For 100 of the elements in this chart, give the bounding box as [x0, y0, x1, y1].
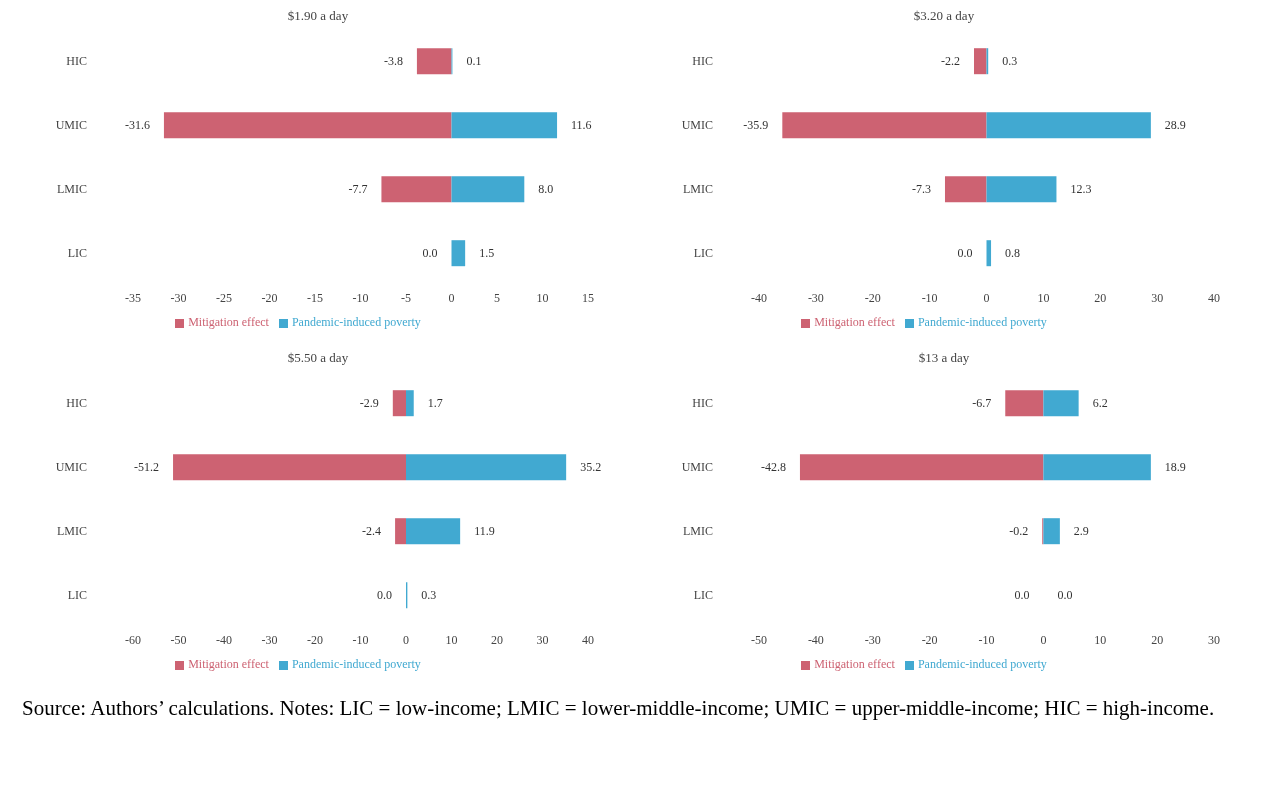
legend-label: Mitigation effect: [814, 657, 895, 671]
source-note: Source: Authors’ calculations. Notes: LIC = low-income; LMIC = lower-middle-income; UMIC = upper-middle-income; HIC = high-income.: [21, 695, 1216, 722]
x-tick-label: 20: [491, 632, 503, 647]
legend-label: Pandemic-induced poverty: [291, 657, 421, 671]
x-tick-label: -10: [921, 290, 938, 305]
data-label: -6.7: [972, 396, 992, 410]
x-tick-label: 40: [1208, 290, 1220, 305]
data-label: 1.7: [427, 396, 443, 410]
x-tick-label: 40: [582, 632, 594, 647]
x-tick-label: 20: [1151, 632, 1164, 647]
x-tick-label: 30: [536, 632, 549, 647]
data-label: -0.2: [1009, 524, 1029, 538]
y-tick-label: UMIC: [681, 460, 713, 475]
y-tick-label: UMIC: [55, 460, 87, 475]
x-tick-label: -10: [352, 632, 369, 647]
data-label: -7.7: [348, 182, 368, 196]
y-tick-label: LIC: [693, 588, 713, 603]
data-label: 8.0: [538, 182, 554, 196]
y-tick-label: LMIC: [683, 182, 713, 197]
x-tick-label: -20: [307, 632, 323, 647]
legend-label: Pandemic-induced poverty: [917, 657, 1047, 671]
x-tick-label: -10: [352, 290, 369, 305]
x-tick-label: -30: [807, 290, 824, 305]
y-tick-label: HIC: [66, 54, 87, 69]
x-tick-label: 5: [494, 290, 500, 305]
y-tick-label: UMIC: [55, 118, 87, 133]
x-tick-label: -10: [978, 632, 995, 647]
data-label: 18.9: [1164, 460, 1186, 474]
x-tick-label: 10: [1037, 290, 1050, 305]
data-label: 0.0: [1014, 588, 1030, 602]
x-tick-label: -35: [125, 290, 141, 305]
data-label: 0.0: [377, 588, 392, 602]
chart-title: $5.50 a day: [286, 350, 350, 366]
y-tick-label: UMIC: [681, 118, 713, 133]
data-label: 0.1: [466, 54, 482, 68]
x-tick-label: -15: [307, 290, 323, 305]
chart-title: $1.90 a day: [286, 8, 350, 24]
x-tick-label: -20: [261, 290, 278, 305]
y-tick-label: LMIC: [57, 182, 87, 197]
x-tick-label: 10: [445, 632, 458, 647]
y-tick-label: LMIC: [57, 524, 87, 539]
y-tick-label: LIC: [67, 588, 87, 603]
data-label: 2.9: [1073, 524, 1089, 538]
y-tick-label: HIC: [692, 54, 713, 69]
data-label: -2.9: [359, 396, 379, 410]
y-tick-label: LIC: [67, 246, 87, 261]
x-tick-label: 0: [983, 290, 990, 305]
data-label: 11.9: [474, 524, 495, 538]
x-tick-label: 30: [1208, 632, 1220, 647]
data-label: -35.9: [743, 118, 769, 132]
x-tick-label: -40: [751, 290, 767, 305]
x-tick-label: -20: [921, 632, 938, 647]
legend-label: Mitigation effect: [814, 315, 895, 329]
x-tick-label: -30: [261, 632, 278, 647]
chart-title: $13 a day: [917, 350, 971, 366]
data-label: 0.3: [421, 588, 437, 602]
data-label: 0.0: [957, 246, 973, 260]
x-tick-label: -60: [125, 632, 141, 647]
data-label: 28.9: [1164, 118, 1186, 132]
x-tick-label: 30: [1151, 290, 1164, 305]
data-label: 12.3: [1070, 182, 1092, 196]
data-label: 1.5: [479, 246, 495, 260]
data-label: -31.6: [124, 118, 150, 132]
legend-label: Mitigation effect: [188, 657, 269, 671]
data-label: 11.6: [571, 118, 592, 132]
x-tick-label: 20: [1094, 290, 1107, 305]
x-tick-label: -30: [864, 632, 881, 647]
legend-label: Mitigation effect: [188, 315, 269, 329]
data-label: -51.2: [134, 460, 160, 474]
data-label: -3.8: [383, 54, 403, 68]
x-tick-label: -25: [216, 290, 232, 305]
data-label: 0.3: [1002, 54, 1018, 68]
chart-title: $3.20 a day: [912, 8, 976, 24]
x-tick-label: -40: [807, 632, 824, 647]
data-label: 0.8: [1005, 246, 1021, 260]
data-label: -2.4: [362, 524, 382, 538]
y-tick-label: HIC: [66, 396, 87, 411]
data-label: 35.2: [580, 460, 602, 474]
x-tick-label: -5: [401, 290, 411, 305]
x-tick-label: -20: [864, 290, 881, 305]
x-tick-label: -30: [170, 290, 187, 305]
data-label: 0.0: [1057, 588, 1073, 602]
legend-label: Pandemic-induced poverty: [291, 315, 421, 329]
x-tick-label: 10: [536, 290, 549, 305]
y-tick-label: HIC: [692, 396, 713, 411]
x-tick-label: -50: [751, 632, 767, 647]
x-tick-label: 10: [1094, 632, 1107, 647]
data-label: 0.0: [422, 246, 438, 260]
y-tick-label: LMIC: [683, 524, 713, 539]
x-tick-label: -50: [170, 632, 187, 647]
x-tick-label: 0: [1040, 632, 1047, 647]
x-tick-label: 15: [582, 290, 594, 305]
x-tick-label: -40: [216, 632, 232, 647]
x-tick-label: 0: [403, 632, 409, 647]
data-label: 6.2: [1092, 396, 1108, 410]
data-label: -7.3: [911, 182, 931, 196]
legend-label: Pandemic-induced poverty: [917, 315, 1047, 329]
x-tick-label: 0: [448, 290, 455, 305]
y-tick-label: LIC: [693, 246, 713, 261]
data-label: -2.2: [940, 54, 960, 68]
